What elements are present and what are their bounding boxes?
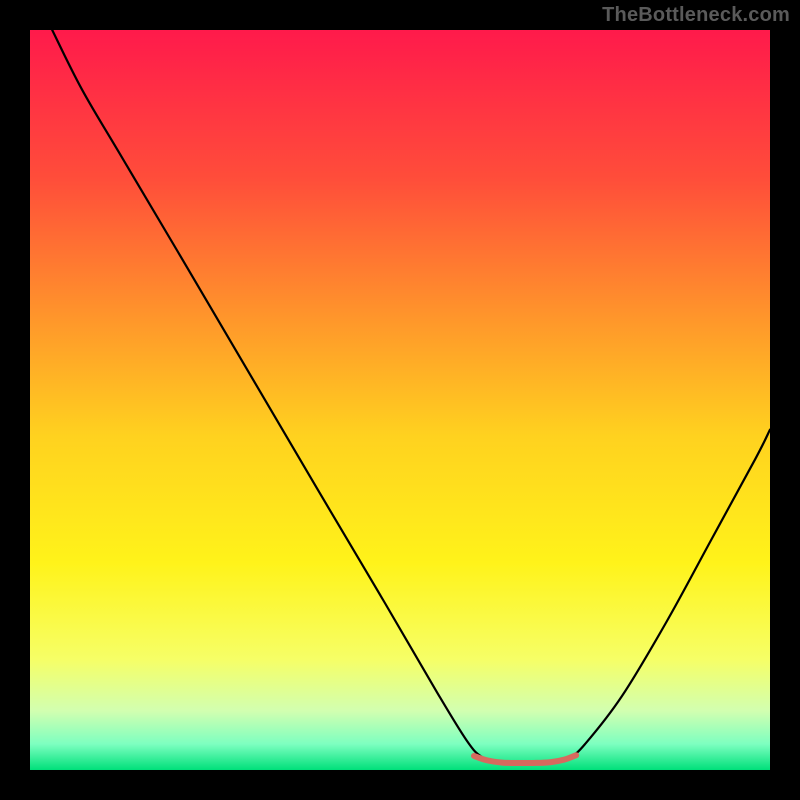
chart-svg	[30, 30, 770, 770]
gradient-background	[30, 30, 770, 770]
watermark-text: TheBottleneck.com	[602, 4, 790, 27]
plot-area	[30, 30, 770, 770]
outer-frame: TheBottleneck.com	[0, 0, 800, 800]
